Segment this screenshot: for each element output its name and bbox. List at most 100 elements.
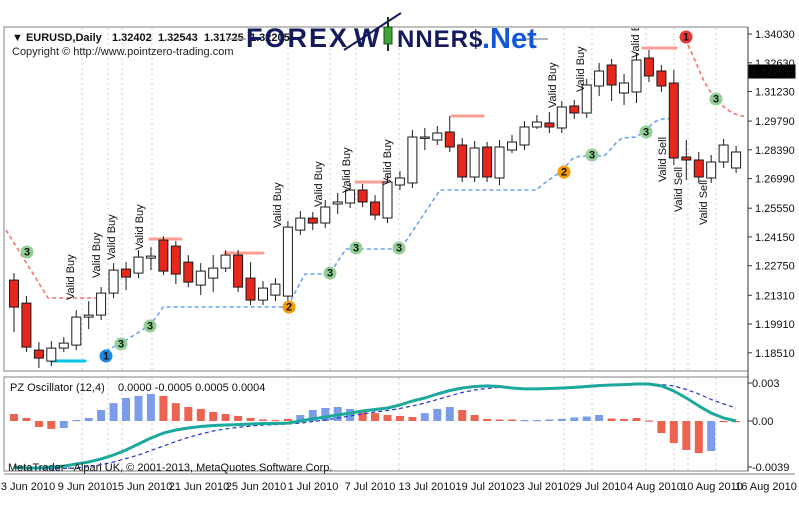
oscillator-values: 0.0000 -0.0005 0.0005 0.0004 — [118, 382, 265, 394]
bull-candle — [320, 206, 331, 224]
price-tick-label: 1.28390 — [755, 145, 795, 157]
bull-candle — [71, 316, 82, 346]
bear-candle — [233, 254, 244, 288]
bull-candle — [83, 314, 94, 318]
valid-buy-label: Valid Buy — [65, 254, 77, 300]
date-label: 25 Jun 2010 — [226, 481, 287, 493]
oscillator-panel — [3, 376, 749, 472]
histogram-bar — [259, 419, 267, 421]
signal-marker-green — [143, 319, 157, 333]
logo-text-nners: NNER$ — [397, 26, 483, 53]
signal-marker-green — [20, 245, 34, 259]
bull-candle — [295, 217, 306, 231]
date-label: 15 Jun 2010 — [112, 481, 173, 493]
signal-marker-green — [323, 266, 337, 280]
histogram-bar — [221, 414, 230, 421]
signal-marker-green — [114, 337, 128, 351]
bull-candle — [619, 82, 629, 94]
bull-candle — [133, 256, 144, 274]
histogram-bar — [146, 394, 155, 421]
signal-marker-orange — [557, 165, 571, 179]
trail-line-red — [5, 229, 100, 299]
signal-marker-green — [392, 241, 406, 255]
price-tick-label: 1.31230 — [755, 87, 795, 99]
histogram-bar — [72, 420, 81, 422]
bear-candle — [693, 159, 704, 178]
valid-buy-label: Valid Buy — [106, 214, 118, 260]
signal-marker-number: 2 — [286, 302, 292, 314]
forexwinners-logo: FOREX W NNER$ .Net — [226, 12, 548, 55]
bear-candle — [121, 268, 131, 278]
histogram-bar — [707, 421, 716, 451]
bull-candle — [519, 126, 530, 146]
logo-candle-icon — [383, 26, 393, 45]
bear-candle — [357, 189, 368, 203]
main-panel-content: Valid Buy Valid Buy Valid Buy Valid Buy Vali… — [5, 12, 747, 370]
histogram-bar — [97, 410, 106, 421]
bull-candle — [494, 146, 505, 179]
histogram-bar — [10, 414, 18, 421]
histogram-bar — [196, 408, 205, 421]
histogram-bar — [545, 419, 554, 421]
bull-candle — [96, 292, 107, 316]
histogram-bar — [719, 421, 728, 423]
signal-marker-green — [709, 92, 723, 106]
histogram-bar — [134, 395, 143, 421]
low-value: 1.31725 — [204, 32, 244, 44]
date-label: 10 Aug 2010 — [681, 481, 743, 493]
signal-marker-green — [585, 148, 599, 162]
status-bar-text: MetaTrader - Alpari UK, © 2001-2013, Met… — [8, 462, 332, 474]
histogram-bar — [620, 418, 628, 421]
price-tick-label: 1.21310 — [755, 290, 795, 302]
histogram-bar — [383, 415, 392, 421]
histogram-bar — [595, 415, 604, 421]
bull-candle — [706, 161, 717, 179]
oscillator-header: PZ Oscillator (12,4) 0.0000 -0.0005 0.000… — [10, 382, 265, 394]
symbol-ohlc-line: ▼ EURUSD,Daily 1.32402 1.32543 1.31725 1.322… — [12, 32, 290, 44]
date-label: 29 Jul 2010 — [570, 481, 627, 493]
price-tick-label: 1.22750 — [755, 261, 795, 273]
date-label: 13 Jul 2010 — [399, 481, 456, 493]
signal-marker-number: 2 — [561, 167, 567, 179]
price-scale[interactable]: 1.340301.326301.312301.297901.283901.269… — [748, 29, 796, 474]
bull-candle — [432, 132, 443, 141]
signal-marker-green — [349, 241, 363, 255]
bull-candle — [531, 121, 542, 128]
price-tick-label: 1.19910 — [755, 319, 795, 331]
histogram-bar — [557, 418, 566, 421]
date-label: 3 Jun 2010 — [1, 481, 55, 493]
date-label: 9 Jun 2010 — [58, 481, 112, 493]
histogram-bar — [346, 408, 355, 421]
histogram-bar — [358, 411, 367, 421]
valid-buy-label: Valid Buy — [341, 147, 353, 193]
bull-candle — [469, 147, 480, 178]
signal-marker-red — [679, 30, 693, 44]
valid-buy-label: Valid Buy — [630, 12, 642, 58]
bear-candle — [668, 82, 679, 159]
histogram-bar — [321, 408, 330, 421]
bear-candle — [606, 64, 617, 86]
date-label: 1 Jul 2010 — [288, 481, 339, 493]
oscillator-name: PZ Oscillator (12,4) — [10, 382, 105, 394]
bear-candle — [569, 105, 580, 114]
bear-candle — [170, 245, 181, 275]
signal-marker-green — [639, 125, 653, 139]
trail-line-blue — [565, 117, 677, 167]
valid-buy-label: Valid Buy — [313, 161, 325, 207]
open-value: 1.32402 — [112, 32, 152, 44]
price-tick-label: 1.34030 — [755, 29, 795, 41]
valid-buy-label: Valid Buy — [272, 182, 284, 228]
date-label: 19 Jul 2010 — [456, 481, 513, 493]
bull-candle — [581, 84, 592, 114]
bull-candle — [631, 59, 642, 93]
date-label: 4 Aug 2010 — [627, 481, 683, 493]
logo-text-forex: FOREX — [246, 23, 349, 53]
bull-candle — [258, 287, 268, 301]
histogram-bar — [582, 416, 591, 421]
current-price-value: 1.32205 — [751, 67, 791, 79]
histogram-bar — [171, 403, 180, 421]
bull-candle — [208, 267, 219, 279]
bull-candle — [58, 342, 69, 349]
